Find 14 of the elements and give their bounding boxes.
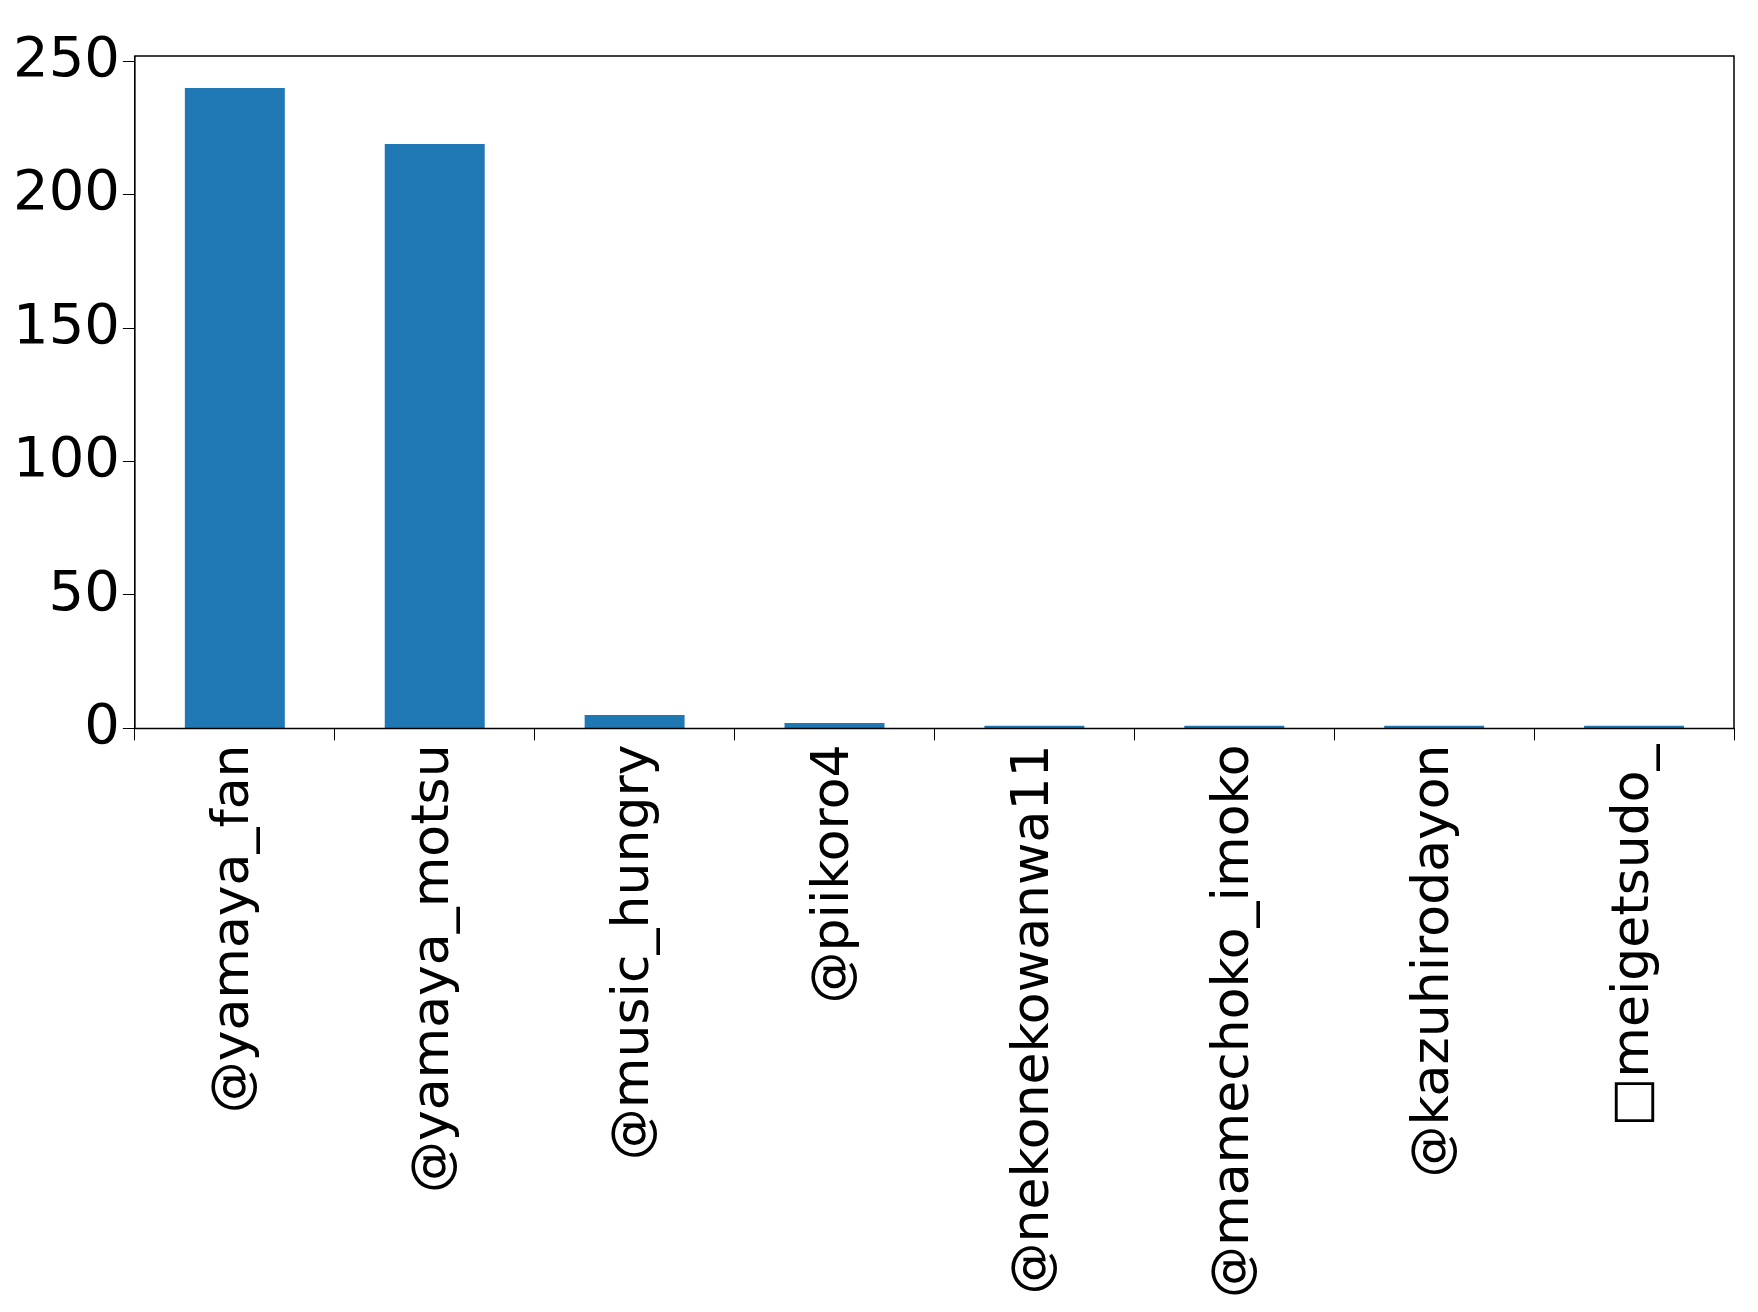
y-tick-label: 50 [48,557,120,623]
x-tick-label: @piikoro4 [800,744,861,1004]
x-tick-label: @kazuhirodayon [1399,744,1460,1178]
x-tick-label: @music_hungry [600,744,661,1161]
x-tick-label: @yamaya_motsu [400,744,461,1194]
x-tick-label: @mamechoko_imoko [1199,744,1260,1298]
y-tick-label: 200 [13,157,120,223]
y-tick-label: 250 [13,23,120,89]
x-tick-label: @yamaya_fan [200,744,261,1114]
x-tick-label: □meigetsudo_ [1599,743,1660,1127]
y-tick-label: 150 [13,290,120,356]
x-tick-label: @nekonekowanwa11 [999,744,1060,1295]
y-tick-label: 0 [84,690,120,756]
y-tick-label: 100 [13,424,120,490]
